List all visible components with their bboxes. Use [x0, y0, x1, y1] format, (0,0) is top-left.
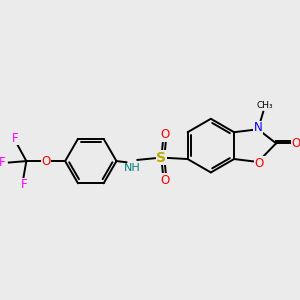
Text: S: S [156, 151, 167, 165]
Text: O: O [255, 157, 264, 170]
Text: NH: NH [124, 163, 141, 173]
Text: O: O [160, 174, 170, 187]
Text: F: F [12, 131, 19, 145]
Text: F: F [0, 156, 5, 169]
Text: O: O [291, 137, 300, 150]
Text: O: O [42, 154, 51, 168]
Text: N: N [254, 121, 262, 134]
Text: O: O [160, 128, 170, 141]
Text: CH₃: CH₃ [256, 101, 273, 110]
Text: F: F [21, 178, 27, 191]
